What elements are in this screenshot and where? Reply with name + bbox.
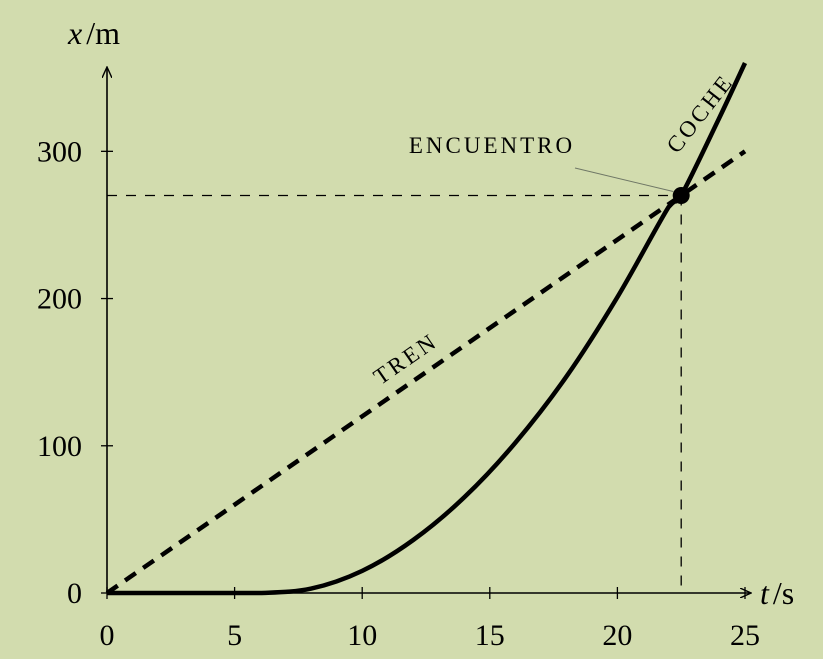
encounter-label: ENCUENTRO — [409, 133, 575, 158]
series-label-tren: TREN — [369, 328, 442, 390]
x-axis-unit: s — [782, 575, 794, 611]
meeting-guides — [107, 194, 682, 593]
x-ticks: 0 5 10 15 20 25 — [100, 587, 760, 652]
encounter-leader-line — [574, 167, 674, 192]
x-tick-label: 20 — [602, 619, 632, 652]
y-axis-var: x — [67, 15, 82, 51]
x-tick-label: 15 — [475, 619, 505, 652]
x-tick-label: 5 — [227, 619, 242, 652]
y-tick-label: 100 — [37, 430, 82, 463]
x-tick-label: 10 — [347, 619, 377, 652]
y-tick-label: 300 — [37, 135, 82, 168]
series-line-tren — [105, 149, 747, 595]
y-axis-title: x/m — [67, 15, 120, 51]
x-tick-label: 25 — [730, 619, 760, 652]
x-tick-label: 0 — [100, 619, 115, 652]
series-label-coche: COCHE — [662, 69, 739, 158]
x-axis-title: t/s — [760, 575, 794, 611]
x-axis-var: t — [760, 575, 770, 611]
annotation-group: TREN COCHE ENCUENTRO — [369, 69, 739, 390]
encounter-point — [672, 187, 690, 204]
y-tick-label: 200 — [37, 283, 82, 316]
y-ticks: 0 100 200 300 — [37, 135, 113, 610]
y-axis-unit: m — [95, 15, 120, 51]
y-tick-label: 0 — [67, 577, 82, 610]
